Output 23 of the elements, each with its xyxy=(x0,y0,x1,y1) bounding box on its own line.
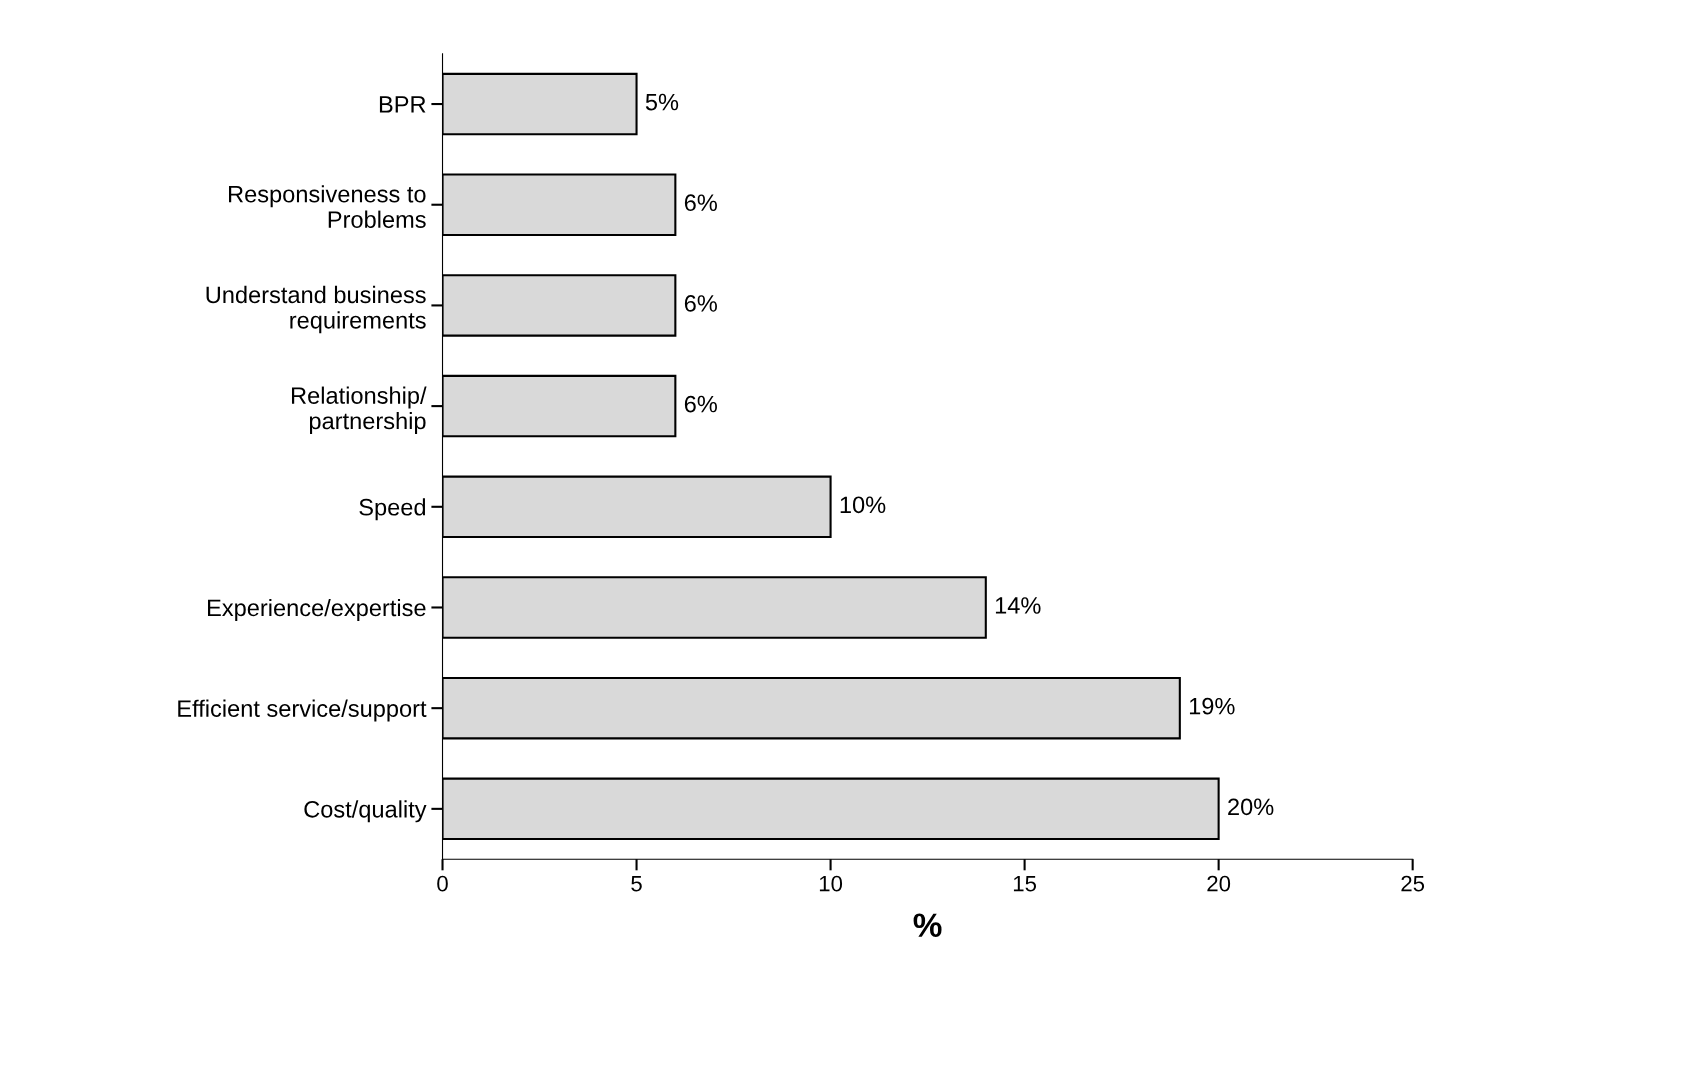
x-tick-label: 15 xyxy=(1013,875,1037,892)
data-label: 6% xyxy=(684,395,717,413)
data-label: 6% xyxy=(684,295,717,312)
y-tick-label: BPR xyxy=(379,96,426,113)
x-tick-label: 20 xyxy=(1207,875,1231,892)
x-tick-label: 5 xyxy=(631,875,642,892)
x-axis-title: % xyxy=(913,913,942,937)
x-tick-label: 0 xyxy=(437,875,448,892)
data-label: 5% xyxy=(645,93,679,111)
y-tick-label: Speed xyxy=(359,498,426,521)
x-tick-label: 25 xyxy=(1401,875,1425,892)
y-tick-label: Cost/quality xyxy=(304,800,427,823)
y-tick-label: Relationship/ partnership xyxy=(291,386,427,434)
x-tick-label: 10 xyxy=(819,875,843,892)
data-label: 19% xyxy=(1189,697,1235,715)
y-tick-label: Understand business requirements xyxy=(206,285,426,334)
y-tick-label: Responsiveness to Problems xyxy=(229,185,426,228)
y-tick-label: Efficient service/support xyxy=(178,699,427,722)
data-label: 6% xyxy=(684,194,717,212)
data-label: 10% xyxy=(840,496,886,514)
y-tick-label: Experience/expertise xyxy=(208,598,426,621)
data-label: 14% xyxy=(995,597,1041,614)
data-label: 20% xyxy=(1228,798,1274,816)
